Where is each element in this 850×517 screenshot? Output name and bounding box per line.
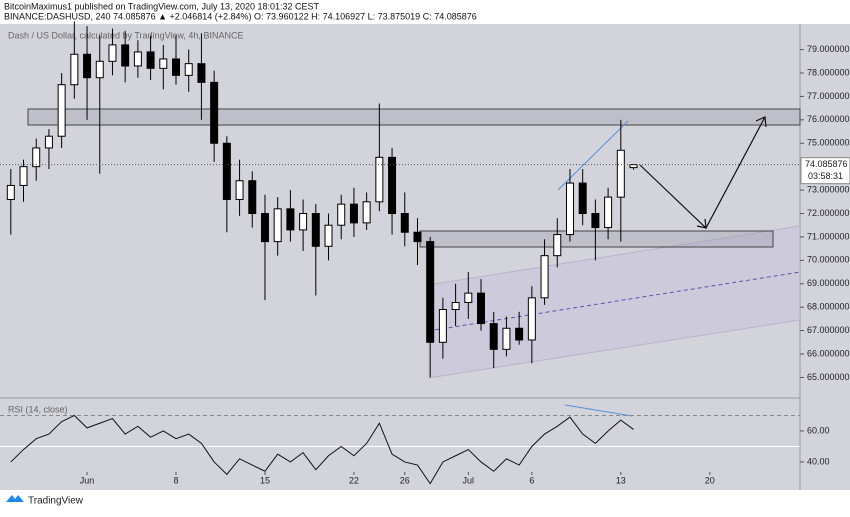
candle-body — [70, 53, 79, 86]
candle-body — [248, 180, 257, 215]
rsi-line — [10, 414, 634, 485]
candle-body — [133, 51, 142, 67]
candle-body — [578, 182, 587, 215]
candle-body — [184, 63, 193, 76]
candle-body — [235, 180, 244, 200]
candle-body — [83, 53, 92, 79]
candle-body — [324, 224, 333, 247]
y-tick-label: 67.000000 — [807, 325, 850, 335]
candle-body — [349, 203, 358, 224]
x-tick-label: 6 — [529, 475, 534, 485]
x-tick-label: 22 — [349, 475, 359, 485]
y-tick-label: 69.000000 — [807, 278, 850, 288]
candle-body — [146, 51, 155, 69]
candle-body — [502, 327, 511, 350]
y-tick-label: 72.000000 — [807, 208, 850, 218]
candle-body — [19, 166, 28, 186]
x-tick-label: 20 — [705, 475, 715, 485]
candle-body — [172, 58, 181, 76]
last-price-label: 74.085876 — [805, 159, 848, 169]
x-tick-label: 15 — [260, 475, 270, 485]
y-tick-label: 60.00 — [807, 425, 830, 435]
candle-body — [565, 182, 574, 236]
candle-body — [286, 208, 295, 231]
candle-body — [260, 213, 269, 243]
candle-body — [273, 208, 282, 243]
candle-body — [311, 213, 320, 247]
candle-body — [95, 60, 104, 79]
candle-body — [477, 292, 486, 325]
channel-lower — [427, 319, 801, 379]
candle-body — [426, 241, 435, 343]
resistance-zone — [27, 108, 801, 126]
candle-body — [299, 213, 308, 231]
candle-body — [616, 149, 625, 198]
chart-title: Dash / US Dollar, calculated by TradingV… — [8, 30, 243, 40]
candle-body — [489, 323, 498, 350]
candle-body — [527, 297, 536, 341]
arrow-head — [696, 218, 707, 229]
candle-body — [591, 213, 600, 229]
symbol-line: BINANCE:DASHUSD, 240 74.085876 ▲ +2.0468… — [4, 11, 477, 21]
candle-body — [57, 84, 66, 137]
candle-body — [121, 44, 130, 67]
channel-upper — [427, 225, 801, 286]
rsi-title: RSI (14, close) — [8, 404, 68, 414]
rsi-divergence-line — [564, 404, 633, 417]
candle-body — [362, 201, 371, 224]
candle-body — [6, 184, 15, 200]
candle-body — [413, 231, 422, 243]
candle-body — [108, 44, 117, 62]
y-tick-label: 66.000000 — [807, 348, 850, 358]
y-tick-label: 77.000000 — [807, 91, 850, 101]
y-tick-label: 76.000000 — [807, 114, 850, 124]
y-tick-label: 79.000000 — [807, 44, 850, 54]
y-tick-label: 78.000000 — [807, 67, 850, 77]
published-line: BitcoinMaximus1 published on TradingView… — [4, 1, 320, 11]
x-tick-label: 13 — [616, 475, 626, 485]
candle-body — [553, 234, 562, 257]
candle-body — [210, 81, 219, 144]
x-tick-label: 8 — [174, 475, 179, 485]
candle-body — [451, 302, 460, 311]
candle-body — [337, 203, 346, 226]
candle-body — [388, 156, 397, 215]
x-tick-label: Jul — [463, 475, 475, 485]
y-tick-label: 40.00 — [807, 456, 830, 466]
logo — [6, 495, 24, 502]
last-price-box — [800, 157, 850, 185]
y-tick-label: 65.000000 — [807, 372, 850, 382]
candle-body — [540, 255, 549, 299]
candle-body — [32, 147, 41, 168]
candle-body — [400, 213, 409, 233]
x-tick-label: Jun — [80, 475, 95, 485]
support-zone — [419, 230, 774, 248]
candle-body — [604, 196, 613, 229]
candle-body — [197, 63, 206, 83]
candle-body — [438, 309, 447, 343]
candle-body — [159, 58, 168, 69]
candle-body — [222, 142, 231, 200]
footer-brand: TradingView — [28, 496, 84, 507]
y-tick-label: 71.000000 — [807, 231, 850, 241]
x-tick-label: 26 — [400, 475, 410, 485]
candle-body — [515, 327, 524, 341]
candle-body — [464, 292, 473, 303]
candle-body — [44, 135, 53, 149]
candle-body — [375, 156, 384, 203]
y-tick-label: 73.000000 — [807, 184, 850, 194]
y-tick-label: 75.000000 — [807, 138, 850, 148]
y-tick-label: 70.000000 — [807, 255, 850, 265]
arrow-head — [755, 116, 767, 128]
y-tick-label: 68.000000 — [807, 302, 850, 312]
countdown-label: 03:58:31 — [808, 171, 843, 181]
